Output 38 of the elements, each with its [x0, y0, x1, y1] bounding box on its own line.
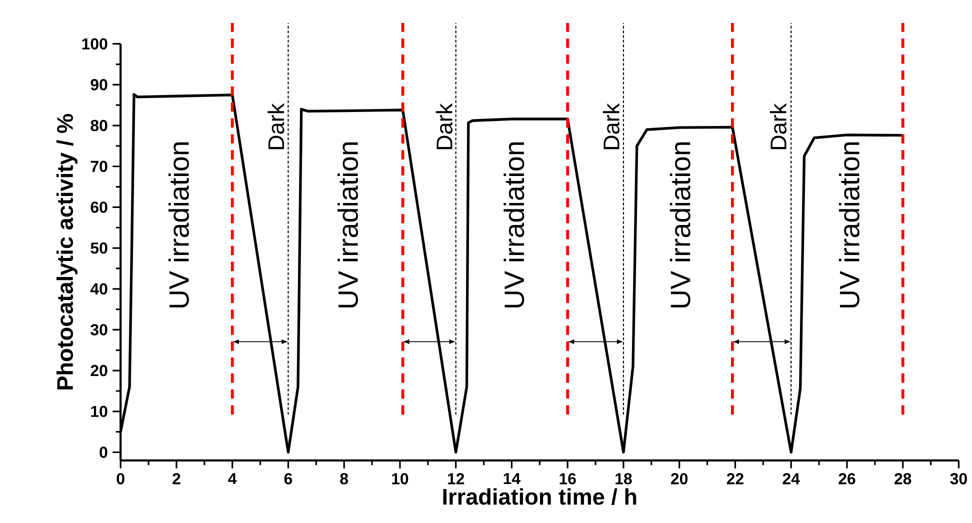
- x-tick-label: 20: [671, 473, 688, 484]
- x-tick-label: 28: [894, 473, 912, 484]
- annotation: UV irradiation: [670, 142, 690, 308]
- annotation: UV irradiation: [504, 142, 524, 308]
- x-tick-label: 4: [228, 473, 237, 484]
- y-tick-label: 30: [90, 324, 108, 336]
- x-tick-label: 6: [284, 473, 292, 484]
- annotation: Dark: [436, 103, 452, 150]
- y-tick-label: 0: [100, 446, 108, 458]
- y-tick-label: 40: [90, 283, 108, 294]
- x-tick-label: 2: [172, 473, 180, 484]
- y-tick-label: 80: [90, 120, 108, 132]
- y-tick-label: 50: [90, 242, 108, 254]
- y-tick-label: 20: [90, 364, 108, 376]
- x-tick-label: 12: [448, 473, 464, 484]
- annotation: UV irradiation: [168, 142, 189, 308]
- x-tick-label: 30: [950, 473, 967, 484]
- annotation: UV irradiation: [338, 142, 358, 308]
- y-tick-label: 100: [82, 38, 108, 50]
- y-axis-title: Photocatalytic activity / %: [56, 114, 78, 390]
- annotation: Dark: [770, 103, 786, 150]
- y-tick-label: 90: [90, 78, 108, 90]
- annotation: UV irradiation: [838, 142, 860, 308]
- x-tick-label: 8: [340, 473, 348, 484]
- y-tick-label: 70: [90, 160, 108, 172]
- x-tick-label: 0: [116, 473, 124, 484]
- x-axis-title: Irradiation time / h: [443, 488, 636, 505]
- x-tick-label: 18: [616, 473, 632, 484]
- annotation: Dark: [602, 103, 620, 150]
- y-tick-label: 60: [90, 201, 108, 213]
- x-tick-label: 22: [726, 473, 744, 484]
- x-tick-label: 24: [782, 473, 800, 484]
- x-tick-label: 26: [838, 473, 856, 484]
- x-tick-label: 16: [560, 473, 576, 484]
- x-tick-label: 10: [392, 473, 408, 484]
- y-tick-label: 10: [91, 406, 108, 417]
- x-tick-label: 14: [504, 473, 520, 484]
- annotation: Dark: [268, 103, 284, 150]
